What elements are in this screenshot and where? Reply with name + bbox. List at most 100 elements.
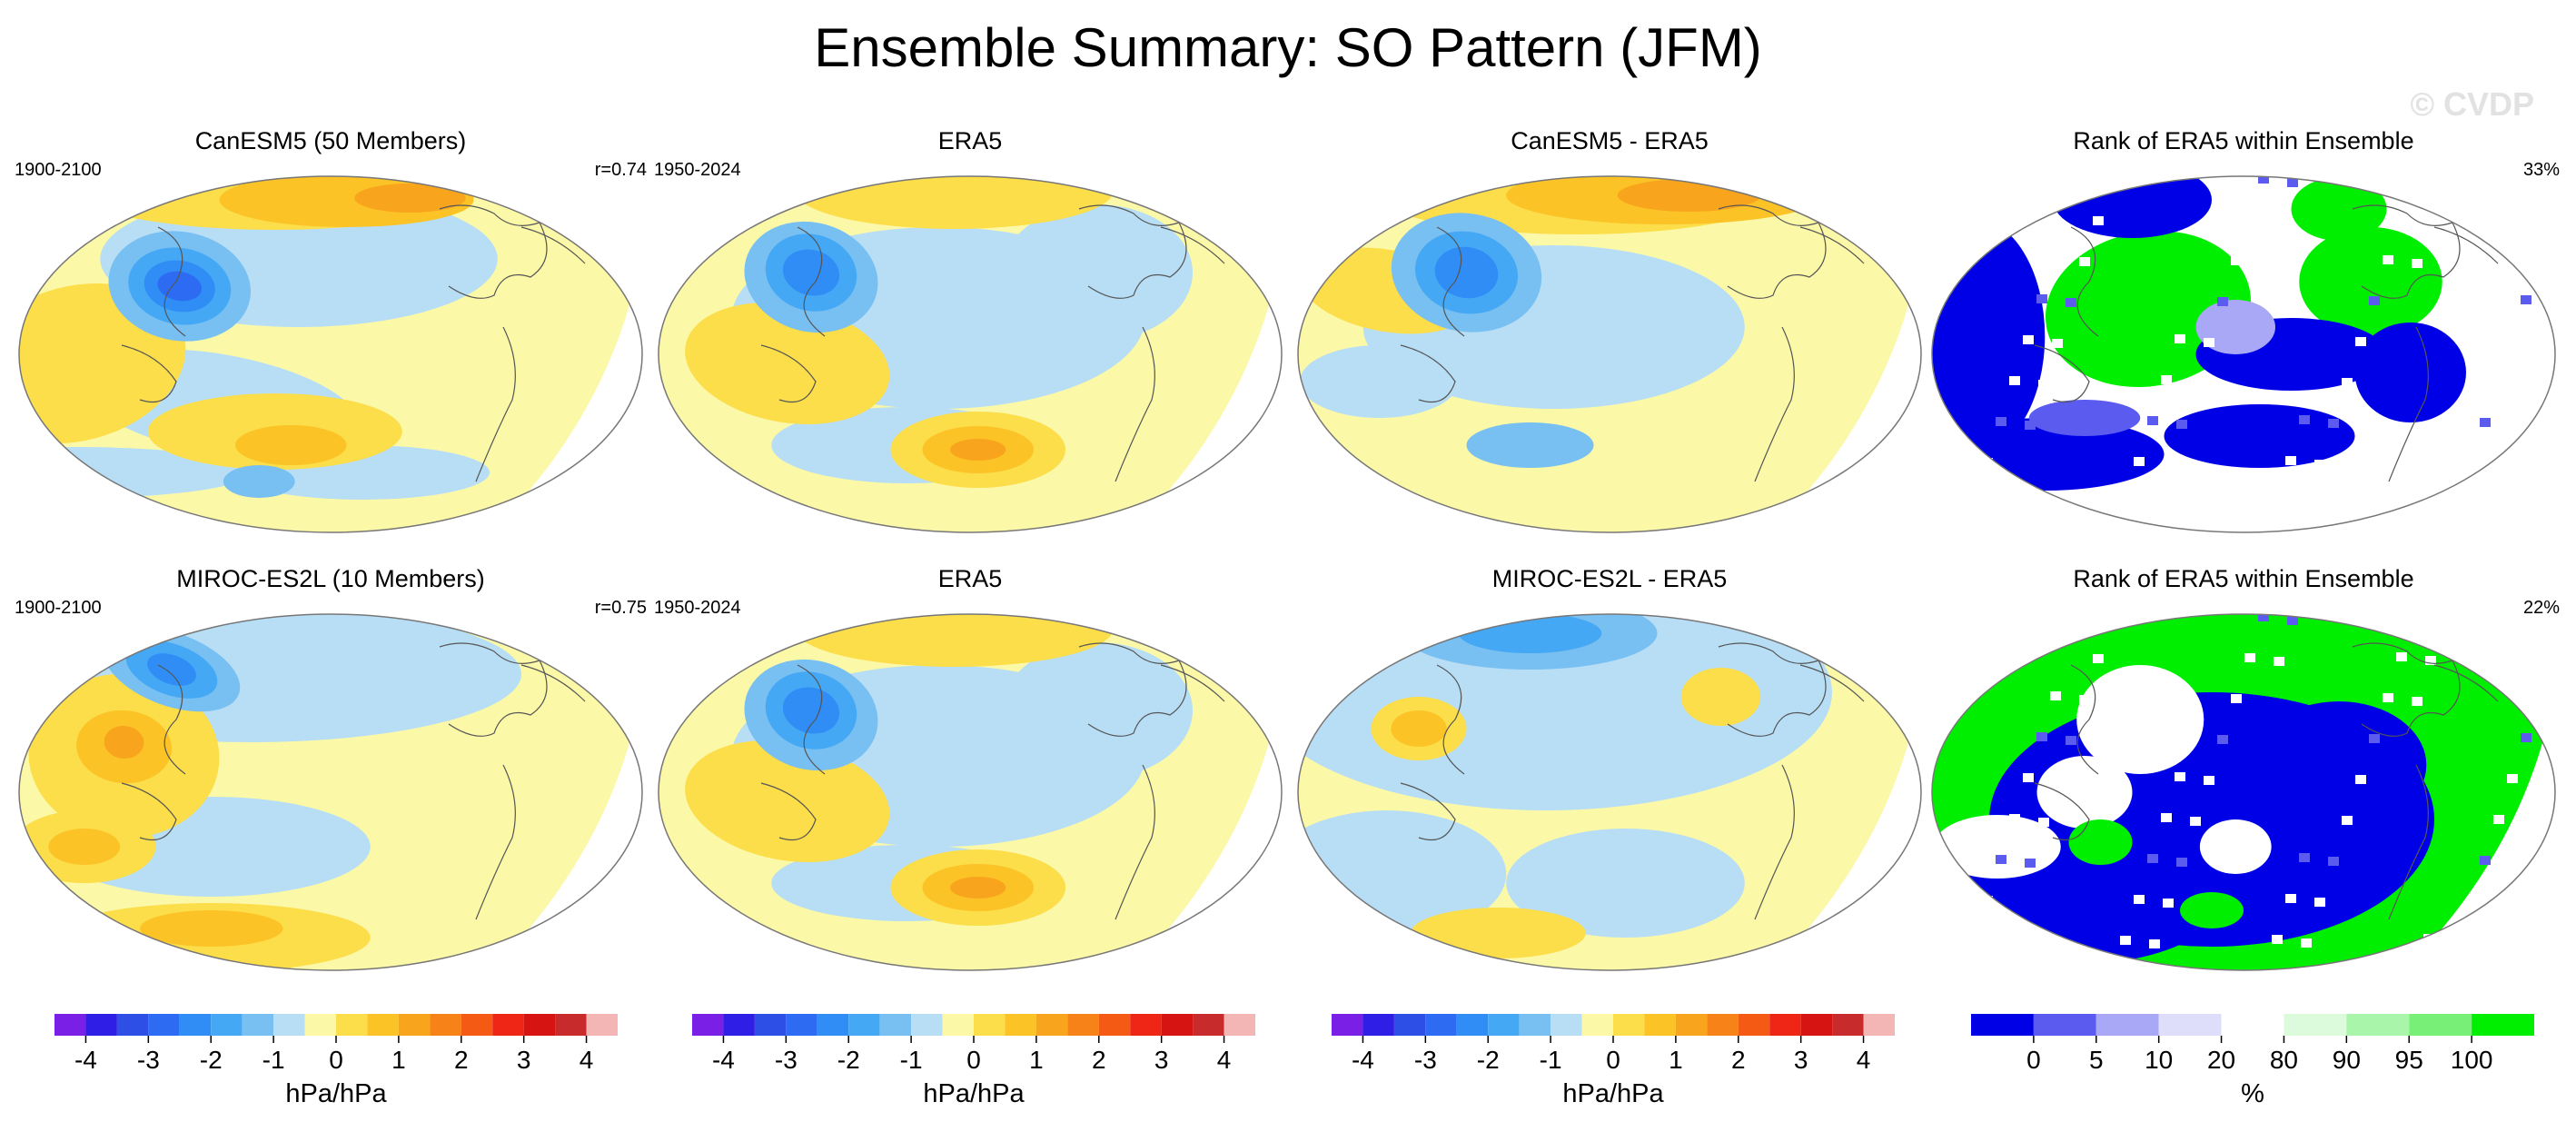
contour-region xyxy=(2354,323,2466,422)
colorbar-swatch xyxy=(179,1014,212,1036)
colorbar-swatch xyxy=(974,1014,1006,1036)
map-fill xyxy=(659,176,1282,532)
contour-region xyxy=(1002,642,1193,779)
globe-outline xyxy=(1297,175,1922,533)
coastline xyxy=(157,226,186,337)
panel-canesm5-minus-era5: CanESM5 - ERA5 xyxy=(1292,127,1927,536)
contour-region xyxy=(1617,179,1761,212)
coastline xyxy=(520,226,586,264)
rank-pixel xyxy=(2244,215,2255,224)
colorbar-swatch xyxy=(492,1014,524,1036)
colorbar-tick-label: -3 xyxy=(137,1046,160,1074)
map-fill xyxy=(1932,614,2555,970)
rank-pixel xyxy=(2396,214,2407,223)
rank-pixel xyxy=(1932,258,1938,267)
contour-region xyxy=(685,303,890,424)
contour-region xyxy=(19,614,642,970)
colorbar-swatch xyxy=(304,1014,336,1036)
coastline xyxy=(1754,764,1795,920)
contour-region xyxy=(1299,345,1459,418)
colorbar-graphic: -4 -3 -2 -1 0 1 2 3 4 xyxy=(1332,1014,1895,1074)
rank-pixel xyxy=(2217,735,2228,744)
rank-pixel xyxy=(2287,178,2298,187)
rank-pixel xyxy=(2493,377,2504,386)
colorbar-swatch xyxy=(586,1014,618,1036)
rank-pixel xyxy=(2258,176,2269,184)
panel-period: 1950-2024 xyxy=(654,160,741,180)
rank-pixel xyxy=(2521,295,2531,304)
contour-region xyxy=(140,910,283,947)
rank-pixel xyxy=(2052,339,2063,348)
colorbar-swatch xyxy=(911,1014,943,1036)
watermark: © CVDP xyxy=(2410,85,2534,123)
rank-pixel xyxy=(2161,375,2172,384)
coastline xyxy=(2388,326,2429,482)
rank-pixel xyxy=(2355,775,2366,784)
rank-pixel xyxy=(2328,857,2339,866)
colorbar-swatch xyxy=(1551,1014,1582,1036)
contour-region xyxy=(104,725,144,760)
panel-correlation: r=0.74 xyxy=(594,160,647,180)
rank-pixel xyxy=(2134,457,2145,466)
map-fill xyxy=(1932,176,2555,532)
colorbar-swatch xyxy=(2095,1014,2159,1036)
colorbar-tick-label: 4 xyxy=(1857,1046,1871,1074)
rank-pixel xyxy=(2328,419,2339,428)
colorbar-graphic: -4 -3 -2 -1 0 1 2 3 4 xyxy=(54,1014,618,1074)
panel-canesm5-pattern: CanESM5 (50 Members) 1900-2100 r=0.74 xyxy=(13,127,649,536)
contour-region xyxy=(1680,668,1761,726)
colorbar-tick-label: 0 xyxy=(1606,1046,1620,1074)
rank-pixel xyxy=(2410,176,2421,183)
map-fill xyxy=(19,614,642,970)
colorbar-tick-label: 1 xyxy=(391,1046,406,1074)
rank-pixel xyxy=(2480,856,2491,865)
coastline xyxy=(439,204,548,299)
map-fill xyxy=(1298,614,1921,970)
rank-pixel xyxy=(2066,736,2076,745)
rank-pixel xyxy=(2038,380,2049,389)
panel-miroc-minus-era5: MIROC-ES2L - ERA5 xyxy=(1292,565,1927,974)
colorbar-swatch xyxy=(430,1014,461,1036)
colorbar-swatch xyxy=(367,1014,399,1036)
colorbar-tick-label: -1 xyxy=(1540,1046,1562,1074)
colorbar-tick-label: 0 xyxy=(329,1046,343,1074)
colorbar-units: hPa/hPa xyxy=(1562,1079,1664,1108)
coastline xyxy=(797,226,826,337)
colorbar-tick-label: 2 xyxy=(1092,1046,1106,1074)
globe-map xyxy=(18,175,643,533)
colorbar-swatch xyxy=(336,1014,368,1036)
colorbar-swatch xyxy=(2221,1014,2284,1036)
contour-region xyxy=(2199,819,2272,874)
colorbar-swatch xyxy=(555,1014,587,1036)
colorbar-tick-label: 0 xyxy=(2026,1046,2041,1074)
colorbar-swatch xyxy=(2158,1014,2222,1036)
colorbar-tick-label: 1 xyxy=(1669,1046,1683,1074)
rank-pixel xyxy=(2342,816,2353,825)
colorbar-tick-label: 10 xyxy=(2145,1046,2173,1074)
coastline xyxy=(1718,204,1827,299)
rank-pixel xyxy=(2534,254,2545,263)
colorbar-tick-label: 4 xyxy=(1217,1046,1232,1074)
rank-pixel xyxy=(2439,177,2450,186)
rank-pixel xyxy=(2301,938,2312,948)
rank-pixel xyxy=(2550,737,2555,746)
colorbar-swatch xyxy=(1800,1014,1833,1036)
rank-pixel xyxy=(2009,376,2020,385)
rank-pixel xyxy=(2147,854,2158,863)
colorbar-tick-label: -1 xyxy=(263,1046,285,1074)
rank-pixel xyxy=(2106,614,2117,622)
rank-pixel xyxy=(2285,456,2296,465)
colorbar-swatch xyxy=(54,1014,86,1036)
rank-pixel xyxy=(2009,814,2020,823)
rank-pixel xyxy=(2175,334,2185,343)
rank-pixel xyxy=(1932,176,1937,182)
rank-pixel xyxy=(1941,655,1952,664)
colorbar-swatch xyxy=(148,1014,180,1036)
colorbar-swatch xyxy=(1224,1014,1255,1036)
contour-region xyxy=(235,425,347,465)
rank-pixel xyxy=(2412,259,2422,268)
panel-title: MIROC-ES2L (10 Members) xyxy=(176,565,485,592)
rank-pixel xyxy=(2301,501,2312,510)
rank-pixel xyxy=(2452,938,2463,947)
rank-pixel xyxy=(1968,499,1979,508)
